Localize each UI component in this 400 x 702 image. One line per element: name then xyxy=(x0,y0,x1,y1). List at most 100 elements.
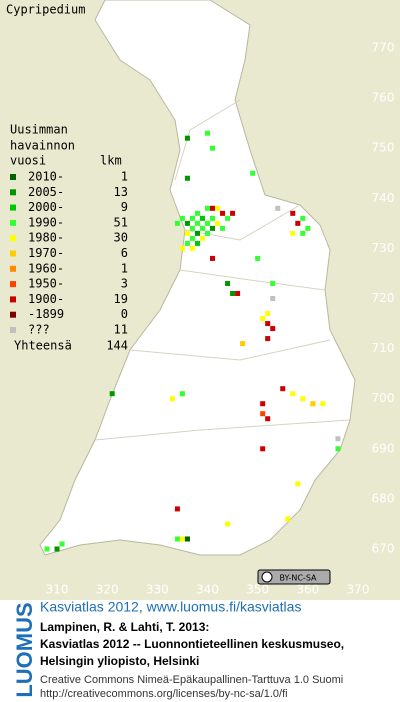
occurrence-square xyxy=(295,481,301,487)
legend-count: 6 xyxy=(121,246,128,260)
occurrence-square xyxy=(109,391,115,397)
occurrence-square xyxy=(210,145,216,151)
legend-swatch xyxy=(10,250,16,257)
occurrence-square xyxy=(260,446,266,452)
occurrence-square xyxy=(290,230,296,236)
occurrence-square xyxy=(300,230,306,236)
occurrence-square xyxy=(220,225,226,231)
occurrence-square xyxy=(320,401,326,407)
occurrence-square xyxy=(199,215,205,221)
license-line: Creative Commons Nimeä-Epäkaupallinen-Ta… xyxy=(40,674,343,686)
legend-label: 1970- xyxy=(28,246,64,260)
occurrence-square xyxy=(204,130,211,136)
occurrence-square xyxy=(174,536,180,542)
occurrence-square xyxy=(184,175,190,181)
legend-label: 1980- xyxy=(28,231,64,245)
occurrence-square xyxy=(179,215,185,221)
easting-tick-label: 350 xyxy=(246,583,269,597)
occurrence-square xyxy=(184,240,190,246)
easting-tick-label: 340 xyxy=(196,583,219,597)
legend-swatch xyxy=(10,189,16,196)
occurrence-square xyxy=(305,225,311,231)
occurrence-square xyxy=(210,215,216,221)
legend-swatch xyxy=(10,327,16,333)
legend-label: 2000- xyxy=(28,200,64,214)
occurrence-square xyxy=(280,386,286,392)
occurrence-square xyxy=(199,235,205,241)
legend-label: 1960- xyxy=(28,261,64,275)
occurrence-square xyxy=(335,436,341,442)
citation-line: Kasviatlas 2012 -- Luonnontieteellinen k… xyxy=(40,637,344,651)
occurrence-square xyxy=(290,391,296,397)
occurrence-square xyxy=(189,245,195,251)
northing-tick-label: 750 xyxy=(372,141,395,155)
legend-label: 1990- xyxy=(28,215,64,229)
legend-label: 1950- xyxy=(28,277,64,291)
legend-total-label: Yhteensä xyxy=(14,339,72,353)
legend-header: havainnon xyxy=(10,139,75,153)
cc-badge: BY-NC-SA xyxy=(257,569,331,585)
legend-count: 13 xyxy=(114,185,128,199)
legend-swatch xyxy=(10,265,16,272)
license-url[interactable]: http://creativecommons.org/licenses/by-n… xyxy=(40,688,288,700)
legend-count-header: lkm xyxy=(100,154,122,168)
credit-link[interactable]: Kasviatlas 2012, www.luomus.fi/kasviatla… xyxy=(40,599,301,615)
occurrence-square xyxy=(179,391,185,397)
occurrence-square xyxy=(230,210,236,216)
northing-tick-label: 710 xyxy=(372,341,395,355)
occurrence-square xyxy=(194,230,200,236)
finland-outline xyxy=(39,0,356,556)
occurrence-square xyxy=(265,416,271,422)
northing-tick-label: 680 xyxy=(372,491,395,505)
occurrence-square xyxy=(285,516,291,522)
legend-label: ??? xyxy=(28,323,50,337)
legend-count: 1 xyxy=(121,261,128,275)
occurrence-square xyxy=(189,215,195,221)
occurrence-square xyxy=(184,135,190,141)
occurrence-square xyxy=(215,205,221,211)
legend-count: 3 xyxy=(121,277,128,291)
easting-tick-label: 360 xyxy=(296,583,319,597)
occurrence-square xyxy=(310,401,316,407)
occurrence-square xyxy=(295,220,301,226)
occurrence-square xyxy=(220,210,226,216)
legend-count: 1 xyxy=(121,170,128,184)
legend-count: 0 xyxy=(121,307,128,321)
regional-borders xyxy=(94,99,351,441)
occurrence-square xyxy=(189,235,195,241)
occurrence-square xyxy=(169,396,175,402)
easting-tick-label: 320 xyxy=(96,583,119,597)
legend-label: 2005- xyxy=(28,185,64,199)
legend-count: 51 xyxy=(114,215,128,229)
occurrence-square xyxy=(179,245,185,251)
occurrence-square xyxy=(210,225,216,231)
occurrence-square xyxy=(260,401,266,407)
occurrence-square xyxy=(275,205,281,211)
legend-header: vuosi xyxy=(10,154,46,168)
occurrence-square xyxy=(290,210,296,216)
occurrence-square xyxy=(204,230,211,236)
legend-label: -1899 xyxy=(28,307,64,321)
occurrence-square xyxy=(189,225,195,231)
legend-swatch xyxy=(10,311,16,318)
legend-swatch xyxy=(10,219,16,226)
northing-tick-label: 720 xyxy=(372,291,395,305)
occurrence-square xyxy=(179,536,185,542)
occurrence-square xyxy=(194,220,200,226)
legend-count: 9 xyxy=(121,200,128,214)
occurrence-square xyxy=(270,295,276,302)
occurrence-square xyxy=(265,311,271,317)
occurrence-square xyxy=(250,170,256,176)
occurrence-square xyxy=(230,290,236,296)
legend-count: 30 xyxy=(114,231,128,245)
occurrence-square xyxy=(255,255,261,261)
legend-swatch xyxy=(10,174,16,180)
occurrence-square xyxy=(174,220,180,226)
occurrence-square xyxy=(215,220,221,226)
cc-badge-text: BY-NC-SA xyxy=(279,574,317,583)
northing-tick-label: 700 xyxy=(372,391,395,405)
citation-line: Lampinen, R. & Lahti, T. 2013: xyxy=(40,620,209,634)
occurrence-square xyxy=(265,321,271,327)
legend-swatch xyxy=(10,204,16,211)
